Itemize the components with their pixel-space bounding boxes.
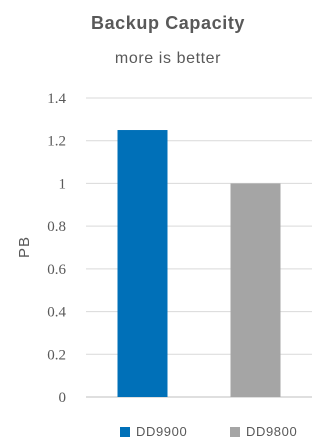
chart-title: Backup Capacity [91, 13, 245, 33]
chart-subtitle: more is better [115, 50, 221, 67]
y-tick-label: 1 [59, 176, 67, 192]
legend: DD9900 DD9800 [120, 424, 297, 439]
legend-label-dd9800: DD9800 [246, 424, 297, 439]
bar-dd9800 [230, 183, 281, 397]
y-tick-label: 0.2 [47, 347, 66, 363]
legend-swatch-dd9900 [120, 427, 130, 437]
y-axis-label: PB [16, 236, 33, 258]
y-tick-labels: 0 0.2 0.4 0.6 0.8 1 1.2 1.4 [47, 91, 66, 406]
y-tick-label: 1.2 [47, 134, 66, 150]
y-tick-label: 0 [59, 390, 67, 406]
y-tick-label: 0.4 [47, 305, 66, 321]
y-tick-label: 0.8 [47, 219, 66, 235]
y-tick-label: 1.4 [47, 91, 66, 107]
legend-label-dd9900: DD9900 [136, 424, 187, 439]
legend-swatch-dd9800 [230, 427, 240, 437]
bar-dd9900 [117, 130, 168, 398]
y-tick-label: 0.6 [47, 262, 66, 278]
bars [117, 130, 281, 398]
